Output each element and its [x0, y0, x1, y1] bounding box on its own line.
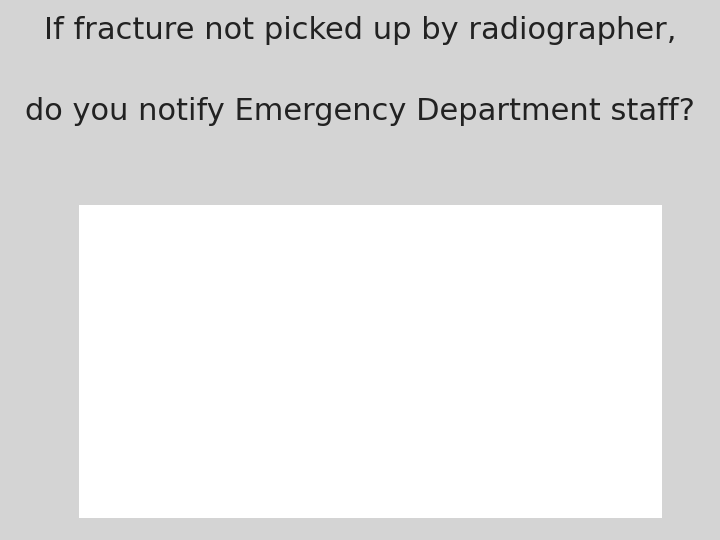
Bar	[158, 406, 280, 446]
Text: If fracture not picked up by radiographer,: If fracture not picked up by radiographe…	[44, 16, 676, 45]
Bar	[158, 246, 486, 286]
Bar	[158, 326, 173, 366]
Text: do you notify Emergency Department staff?: do you notify Emergency Department staff…	[25, 97, 695, 126]
